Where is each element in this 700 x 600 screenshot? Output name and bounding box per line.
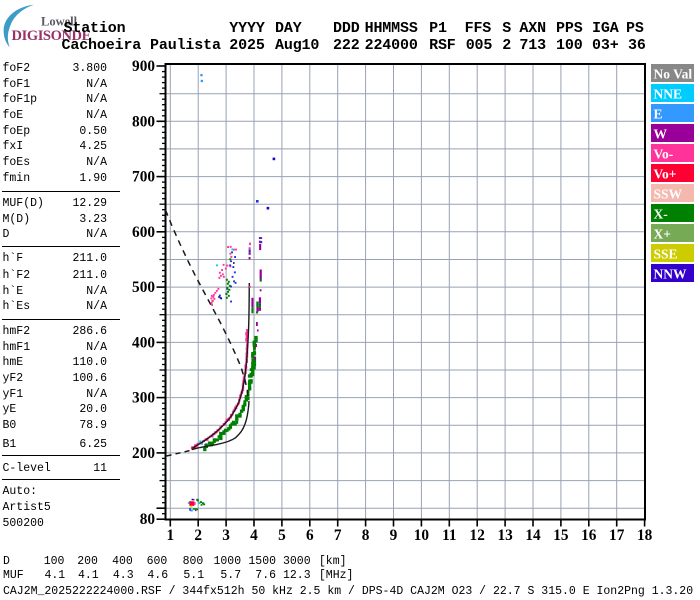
svg-text:900: 900 [132, 58, 155, 75]
svg-text:1: 1 [166, 527, 174, 544]
svg-text:16: 16 [581, 527, 597, 544]
svg-text:Vo+: Vo+ [654, 167, 677, 182]
svg-text:200: 200 [132, 445, 155, 462]
svg-text:NNE: NNE [654, 87, 683, 102]
svg-text:15: 15 [553, 527, 569, 544]
svg-text:3: 3 [222, 527, 230, 544]
svg-text:17: 17 [609, 527, 625, 544]
svg-text:800: 800 [132, 113, 155, 130]
svg-text:2: 2 [194, 527, 202, 544]
svg-text:No Val: No Val [654, 67, 693, 82]
svg-text:400: 400 [132, 334, 155, 351]
svg-text:600: 600 [132, 224, 155, 241]
svg-text:12: 12 [470, 527, 485, 544]
svg-text:SSW: SSW [654, 187, 683, 202]
svg-text:9: 9 [390, 527, 398, 544]
svg-text:5: 5 [278, 527, 286, 544]
svg-text:DIGISONDE: DIGISONDE [12, 28, 91, 44]
svg-text:700: 700 [132, 169, 155, 186]
svg-text:13: 13 [497, 527, 513, 544]
svg-text:4: 4 [250, 527, 258, 544]
svg-text:X-: X- [654, 207, 668, 222]
svg-text:NNW: NNW [654, 267, 687, 282]
svg-text:X+: X+ [654, 227, 671, 242]
svg-text:7: 7 [334, 527, 342, 544]
svg-text:SSE: SSE [654, 247, 678, 262]
svg-text:E: E [654, 107, 663, 122]
svg-text:14: 14 [525, 527, 541, 544]
svg-text:8: 8 [362, 527, 370, 544]
svg-text:Vo-: Vo- [654, 147, 674, 162]
svg-text:18: 18 [637, 527, 653, 544]
svg-text:500: 500 [132, 279, 155, 296]
svg-text:6: 6 [306, 527, 314, 544]
svg-text:300: 300 [132, 390, 155, 407]
svg-text:W: W [654, 127, 668, 142]
svg-text:10: 10 [414, 527, 430, 544]
svg-text:11: 11 [442, 527, 456, 544]
svg-text:Lowell: Lowell [41, 15, 78, 29]
svg-text:80: 80 [140, 511, 156, 528]
